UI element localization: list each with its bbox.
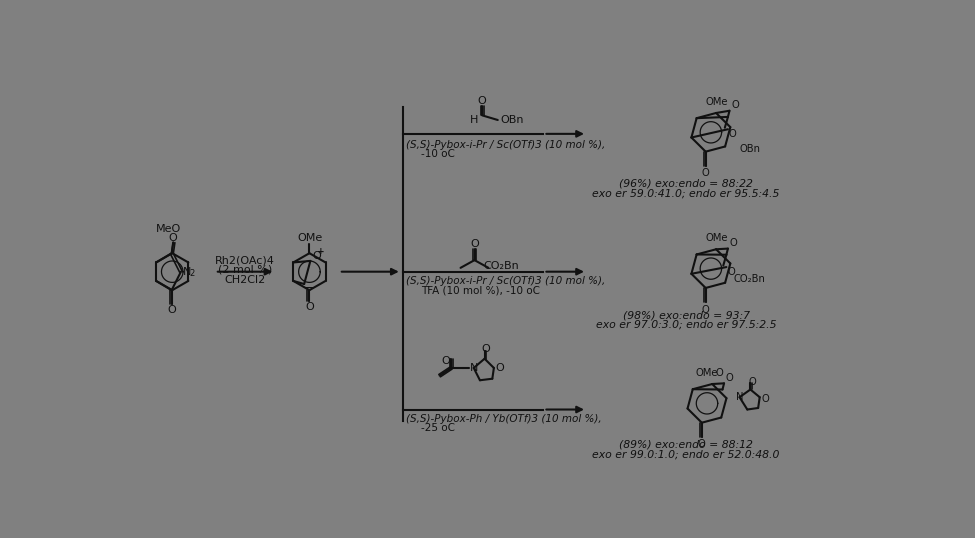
Text: O: O bbox=[728, 129, 736, 139]
Text: exo er 59.0:41.0; endo er 95.5:4.5: exo er 59.0:41.0; endo er 95.5:4.5 bbox=[593, 188, 780, 198]
Text: O: O bbox=[478, 96, 487, 106]
Text: O: O bbox=[729, 238, 737, 248]
Text: (96%) exo:endo = 88:22: (96%) exo:endo = 88:22 bbox=[619, 179, 753, 189]
Text: N: N bbox=[470, 363, 478, 373]
Text: O: O bbox=[470, 239, 479, 249]
Text: O: O bbox=[731, 101, 739, 110]
Text: O: O bbox=[482, 344, 490, 355]
Text: (S,S)-Pybox-i-Pr / Sc(OTf)3 (10 mol %),: (S,S)-Pybox-i-Pr / Sc(OTf)3 (10 mol %), bbox=[406, 140, 604, 150]
Text: O: O bbox=[442, 356, 450, 366]
Text: O: O bbox=[312, 251, 321, 261]
Text: (2 mol %): (2 mol %) bbox=[218, 264, 272, 274]
Text: O: O bbox=[305, 302, 314, 312]
Text: Rh2(OAc)4: Rh2(OAc)4 bbox=[215, 256, 275, 266]
Text: -10 oC: -10 oC bbox=[421, 149, 455, 159]
Text: CO₂Bn: CO₂Bn bbox=[733, 274, 765, 285]
Text: N: N bbox=[183, 267, 191, 277]
Text: O: O bbox=[169, 233, 177, 243]
Text: H: H bbox=[470, 115, 479, 125]
Text: TFA (10 mol %), -10 oC: TFA (10 mol %), -10 oC bbox=[421, 285, 540, 295]
Text: (S,S)-Pybox-i-Pr / Sc(OTf)3 (10 mol %),: (S,S)-Pybox-i-Pr / Sc(OTf)3 (10 mol %), bbox=[406, 276, 604, 286]
Text: (S,S)-Pybox-Ph / Yb(OTf)3 (10 mol %),: (S,S)-Pybox-Ph / Yb(OTf)3 (10 mol %), bbox=[406, 414, 602, 424]
Text: O: O bbox=[702, 168, 710, 178]
Text: OMe: OMe bbox=[706, 96, 728, 107]
Text: O: O bbox=[725, 373, 733, 383]
Text: (89%) exo:endo = 88:12: (89%) exo:endo = 88:12 bbox=[619, 440, 753, 450]
Text: O: O bbox=[716, 367, 723, 378]
Text: O: O bbox=[168, 305, 176, 315]
Text: 2: 2 bbox=[189, 270, 195, 279]
Text: (98%) exo:endo = 93:7: (98%) exo:endo = 93:7 bbox=[623, 310, 750, 321]
Text: OMe: OMe bbox=[706, 233, 728, 243]
Text: CH2Cl2: CH2Cl2 bbox=[224, 275, 266, 285]
Text: O: O bbox=[727, 267, 735, 277]
Text: OMe: OMe bbox=[297, 233, 323, 243]
Text: OMe: OMe bbox=[696, 367, 719, 378]
Text: -25 oC: -25 oC bbox=[421, 423, 455, 433]
Text: N: N bbox=[736, 392, 743, 402]
Text: CO₂Bn: CO₂Bn bbox=[484, 261, 520, 271]
Text: O: O bbox=[748, 377, 756, 387]
Text: OBn: OBn bbox=[500, 115, 524, 125]
Text: −: − bbox=[303, 282, 314, 295]
Text: O: O bbox=[698, 439, 706, 449]
Text: MeO: MeO bbox=[156, 224, 181, 233]
Text: exo er 97.0:3.0; endo er 97.5:2.5: exo er 97.0:3.0; endo er 97.5:2.5 bbox=[596, 320, 776, 330]
Text: +: + bbox=[318, 247, 325, 256]
Text: O: O bbox=[702, 305, 710, 315]
Text: O: O bbox=[761, 394, 769, 404]
Text: exo er 99.0:1.0; endo er 52.0:48.0: exo er 99.0:1.0; endo er 52.0:48.0 bbox=[593, 449, 780, 459]
Text: O: O bbox=[495, 363, 504, 373]
Text: OBn: OBn bbox=[739, 144, 760, 154]
